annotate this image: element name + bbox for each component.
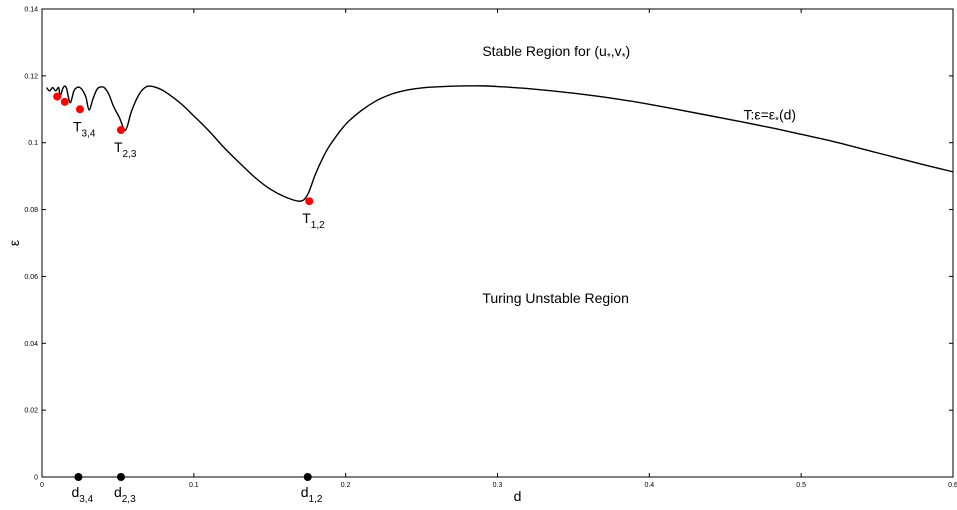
point-label-subscript: 2,3 [123, 149, 137, 160]
annotation-part-end: (d) [779, 106, 796, 122]
annotation-part-text: Turing Unstable Region [482, 290, 629, 306]
y-tick-label: 0.02 [24, 408, 38, 415]
annotation-curve: T:ε=ε*(d) [743, 106, 796, 126]
annotation-stable: Stable Region for (u*,v*) [482, 43, 630, 63]
y-tick-label: 0.14 [24, 7, 38, 14]
point-label-main: d [71, 484, 79, 500]
y-tick-label: 0.04 [24, 341, 38, 348]
turing-point-label: T3,4 [73, 118, 96, 139]
y-axis-label: ε [6, 240, 22, 246]
y-tick-label: 0.06 [24, 274, 38, 281]
x-tick-label: 0 [40, 482, 44, 489]
annotation-part-text: T:ε=ε [743, 106, 775, 122]
axis-point-label: d1,2 [301, 484, 323, 505]
x-tick-label: 0.3 [493, 482, 503, 489]
plot-marks [46, 85, 954, 202]
y-tick-label: 0.12 [24, 73, 38, 80]
point-label-main: T [73, 118, 82, 134]
point-label-subscript: 3,4 [79, 494, 93, 505]
axis-point-marker [303, 473, 312, 481]
y-tick-label: 0.1 [28, 140, 38, 147]
point-label-main: d [114, 484, 122, 500]
point-label-main: d [301, 484, 309, 500]
annotation-part-end: ) [626, 43, 631, 59]
point-label-subscript: 1,2 [309, 494, 323, 505]
axis-point-marker [116, 473, 125, 481]
axis-point-marker [74, 473, 83, 481]
turing-point-marker [305, 197, 314, 206]
annotation-part-text: Stable Region for (u [482, 43, 607, 59]
x-tick-label: 0.5 [796, 482, 806, 489]
point-label-subscript: 2,3 [122, 494, 136, 505]
point-label-main: T [302, 210, 311, 226]
x-axis-ticks: 0 0.1 0.2 0.3 0.4 0.5 0.6 [40, 9, 957, 489]
x-tick-label: 0.4 [644, 482, 654, 489]
series-line [46, 85, 954, 202]
x-tick-label: 0.2 [341, 482, 351, 489]
annotation-unstable: Turing Unstable Region [482, 290, 629, 306]
turing-point-marker [116, 126, 125, 135]
x-tick-label: 0.6 [948, 482, 957, 489]
annotation-part-sub1: * [775, 115, 779, 126]
annotation-part-sub2: * [622, 52, 626, 63]
x-tick-label: 0.1 [189, 482, 199, 489]
point-label-subscript: 1,2 [311, 220, 325, 231]
x-axis-label: d [514, 488, 522, 504]
y-tick-label: 0.08 [24, 207, 38, 214]
annotation-part-sub1: * [607, 52, 611, 63]
marker-points: T3,4T2,3T1,2d3,4 d2,3 d1,2 [53, 92, 325, 505]
y-axis-ticks: 0 0.02 0.04 0.06 0.08 0.1 0.12 0.14 [24, 7, 953, 482]
region-annotations: Stable Region for (u*,v*)T:ε=ε*(d)Turing… [482, 43, 796, 306]
annotation-part-mid: ,v [611, 43, 622, 59]
turing-point-label: T2,3 [114, 139, 137, 160]
point-label-main: T [114, 139, 123, 155]
turing-point-marker [75, 105, 84, 114]
point-label-subscript: 3,4 [82, 128, 96, 139]
turing-point-label: T1,2 [302, 210, 325, 231]
turing-point-marker [60, 97, 69, 106]
turing-point-marker [53, 92, 62, 101]
axis-point-label: d2,3 [114, 484, 136, 505]
axis-point-label: d3,4 [71, 484, 93, 505]
y-tick-label: 0 [34, 475, 38, 482]
